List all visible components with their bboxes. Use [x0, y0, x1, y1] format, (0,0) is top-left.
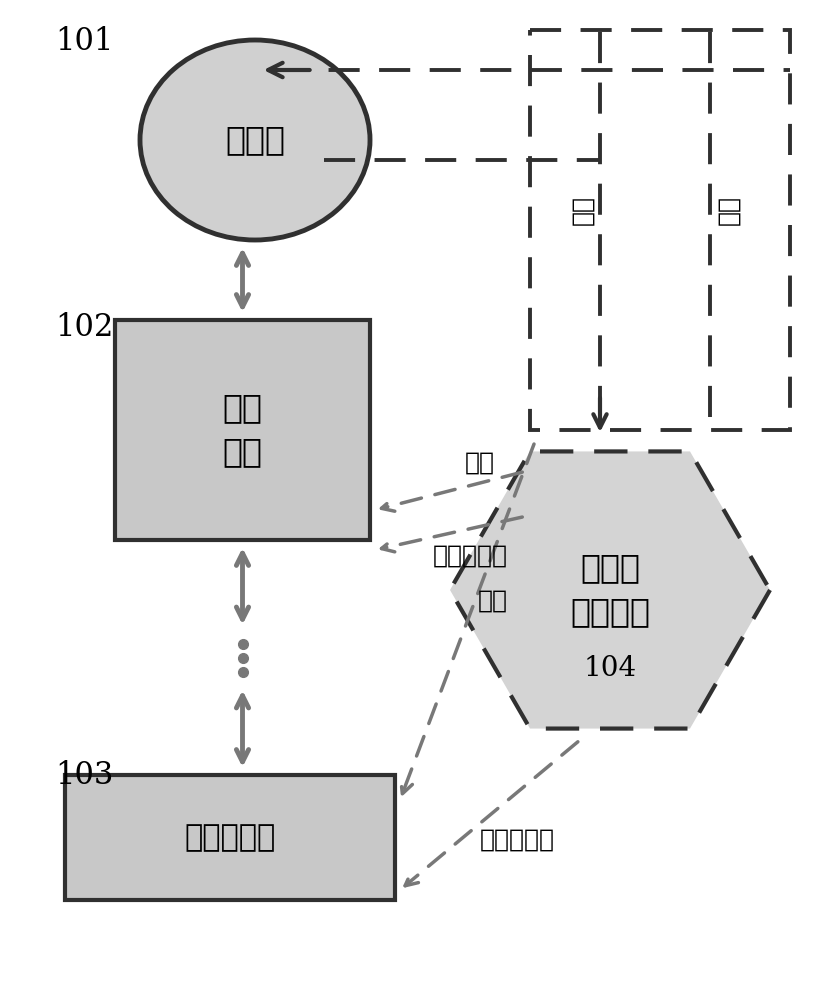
Text: 一级: 一级 — [222, 391, 262, 424]
Text: 104: 104 — [583, 654, 637, 682]
Text: 字符串: 字符串 — [580, 552, 640, 584]
Text: 加速装置: 加速装置 — [570, 595, 650, 629]
Text: 指令: 指令 — [570, 195, 594, 225]
Text: 字符串拷贝: 字符串拷贝 — [433, 543, 508, 567]
Bar — [65, 775, 395, 900]
Ellipse shape — [140, 40, 370, 240]
Text: 101: 101 — [55, 26, 113, 57]
Text: 处理核: 处理核 — [225, 123, 285, 156]
Bar — [115, 320, 370, 540]
Polygon shape — [450, 451, 770, 729]
Text: 数据: 数据 — [716, 195, 740, 225]
Bar — [530, 30, 790, 430]
Text: 存储控制器: 存储控制器 — [184, 823, 275, 852]
Text: 结果: 结果 — [477, 589, 508, 613]
Text: 结果: 结果 — [465, 451, 495, 475]
Text: 缓存: 缓存 — [222, 436, 262, 468]
Text: 103: 103 — [55, 760, 113, 790]
Text: 102: 102 — [55, 312, 113, 344]
Text: 字符串对比: 字符串对比 — [480, 828, 555, 852]
